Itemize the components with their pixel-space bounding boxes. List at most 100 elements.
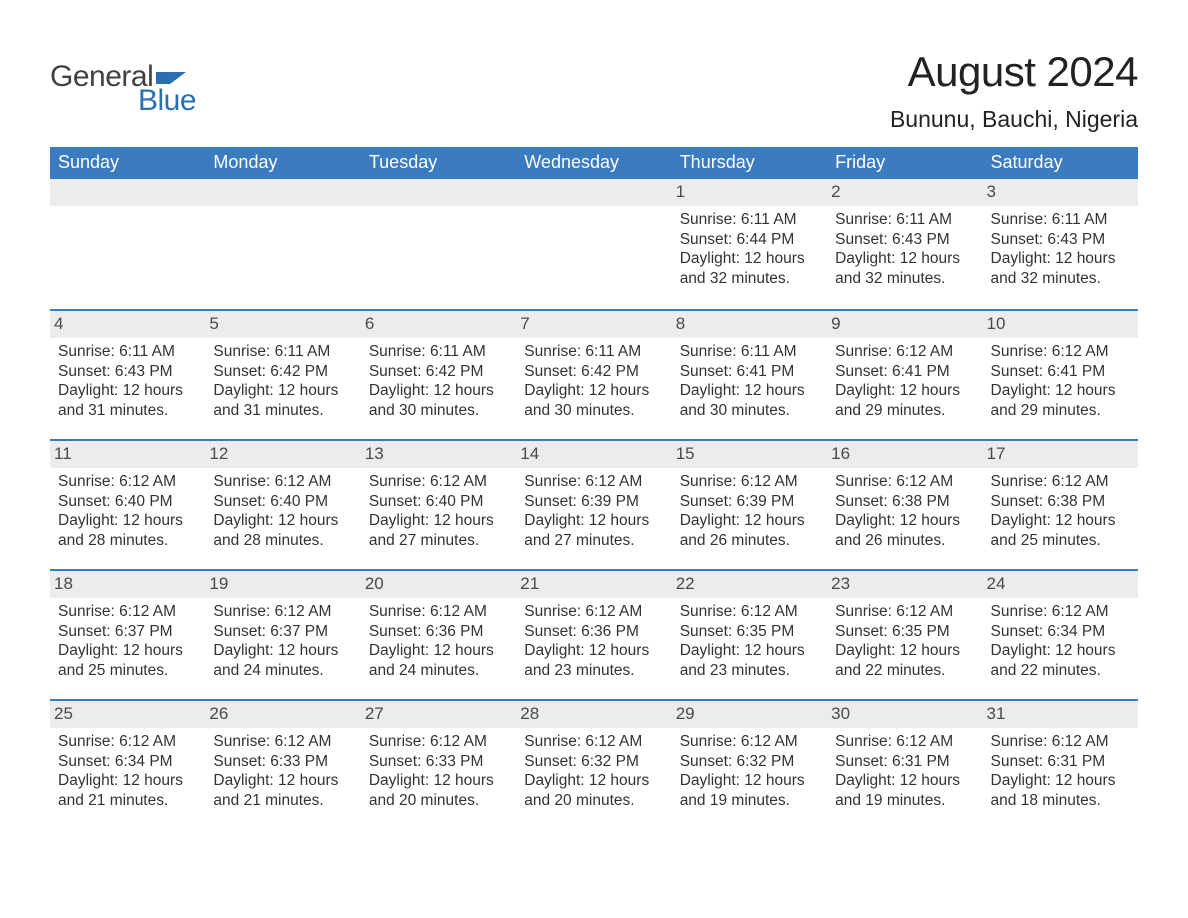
sunrise-text: Sunrise: 6:12 AM [991,472,1132,492]
day-cell: 18Sunrise: 6:12 AMSunset: 6:37 PMDayligh… [50,571,205,699]
sunset-text: Sunset: 6:33 PM [369,752,510,772]
day-info: Sunrise: 6:11 AMSunset: 6:42 PMDaylight:… [367,342,510,421]
sunset-text: Sunset: 6:35 PM [680,622,821,642]
weekday-monday: Monday [205,147,360,179]
day-info: Sunrise: 6:12 AMSunset: 6:41 PMDaylight:… [833,342,976,421]
daylight-text: Daylight: 12 hours and 18 minutes. [991,771,1132,811]
day-cell: 2Sunrise: 6:11 AMSunset: 6:43 PMDaylight… [827,179,982,309]
daylight-text: Daylight: 12 hours and 24 minutes. [213,641,354,681]
day-cell: 17 Sunrise: 6:12 AMSunset: 6:38 PMDayligh… [983,441,1138,569]
sunset-text: Sunset: 6:42 PM [213,362,354,382]
day-cell: 31 Sunrise: 6:12 AMSunset: 6:31 PMDayligh… [983,701,1138,829]
day-info: Sunrise: 6:12 AMSunset: 6:32 PMDaylight:… [522,732,665,811]
day-info: Sunrise: 6:12 AMSunset: 6:34 PMDaylight:… [56,732,199,811]
daylight-text: Daylight: 12 hours and 23 minutes. [524,641,665,681]
day-number: 17 [983,441,1138,468]
header: General Blue August 2024 Bununu, Bauchi,… [50,48,1138,133]
sunset-text: Sunset: 6:38 PM [835,492,976,512]
day-cell: 4Sunrise: 6:11 AMSunset: 6:43 PMDaylight… [50,311,205,439]
weekday-friday: Friday [827,147,982,179]
sunrise-text: Sunrise: 6:11 AM [680,210,821,230]
daylight-text: Daylight: 12 hours and 20 minutes. [524,771,665,811]
week-row: 1Sunrise: 6:11 AMSunset: 6:44 PMDaylight… [50,179,1138,309]
day-number: 11 [50,441,205,468]
day-cell: 23Sunrise: 6:12 AMSunset: 6:35 PMDayligh… [827,571,982,699]
title-block: August 2024 Bununu, Bauchi, Nigeria [890,48,1138,133]
daylight-text: Daylight: 12 hours and 27 minutes. [369,511,510,551]
day-number: 10 [983,311,1138,338]
day-cell: 10Sunrise: 6:12 AMSunset: 6:41 PMDayligh… [983,311,1138,439]
day-number: 14 [516,441,671,468]
sunset-text: Sunset: 6:40 PM [369,492,510,512]
day-cell: 22Sunrise: 6:12 AMSunset: 6:35 PMDayligh… [672,571,827,699]
sunset-text: Sunset: 6:41 PM [991,362,1132,382]
sunrise-text: Sunrise: 6:11 AM [524,342,665,362]
sunset-text: Sunset: 6:37 PM [58,622,199,642]
day-cell: 30Sunrise: 6:12 AMSunset: 6:31 PMDayligh… [827,701,982,829]
sunrise-text: Sunrise: 6:12 AM [213,602,354,622]
sunrise-text: Sunrise: 6:12 AM [680,472,821,492]
day-info: Sunrise: 6:11 AMSunset: 6:44 PMDaylight:… [678,210,821,289]
sunset-text: Sunset: 6:39 PM [680,492,821,512]
day-info: Sunrise: 6:12 AMSunset: 6:39 PMDaylight:… [678,472,821,551]
weekday-thursday: Thursday [672,147,827,179]
sunrise-text: Sunrise: 6:12 AM [835,602,976,622]
day-number: 29 [672,701,827,728]
day-number [50,179,205,206]
day-cell: 25 Sunrise: 6:12 AMSunset: 6:34 PMDayligh… [50,701,205,829]
daylight-text: Daylight: 12 hours and 21 minutes. [213,771,354,811]
day-number: 31 [983,701,1138,728]
day-info: Sunrise: 6:12 AMSunset: 6:34 PMDaylight:… [989,602,1132,681]
day-number: 25 [50,701,205,728]
daylight-text: Daylight: 12 hours and 32 minutes. [835,249,976,289]
weekday-wednesday: Wednesday [516,147,671,179]
daylight-text: Daylight: 12 hours and 24 minutes. [369,641,510,681]
day-number: 30 [827,701,982,728]
sunrise-text: Sunrise: 6:12 AM [524,732,665,752]
day-cell: 9Sunrise: 6:12 AMSunset: 6:41 PMDaylight… [827,311,982,439]
calendar: SundayMondayTuesdayWednesdayThursdayFrid… [50,147,1138,829]
sunrise-text: Sunrise: 6:11 AM [835,210,976,230]
day-info: Sunrise: 6:12 AMSunset: 6:37 PMDaylight:… [211,602,354,681]
day-number: 13 [361,441,516,468]
sunset-text: Sunset: 6:41 PM [835,362,976,382]
day-number: 27 [361,701,516,728]
day-number: 3 [983,179,1138,206]
day-number: 21 [516,571,671,598]
day-cell: 24Sunrise: 6:12 AMSunset: 6:34 PMDayligh… [983,571,1138,699]
daylight-text: Daylight: 12 hours and 27 minutes. [524,511,665,551]
sunrise-text: Sunrise: 6:12 AM [991,342,1132,362]
sunrise-text: Sunrise: 6:12 AM [835,732,976,752]
day-info: Sunrise: 6:12 AMSunset: 6:32 PMDaylight:… [678,732,821,811]
brand-logo: General Blue [50,48,196,118]
day-number: 26 [205,701,360,728]
sunrise-text: Sunrise: 6:11 AM [991,210,1132,230]
sunrise-text: Sunrise: 6:12 AM [835,472,976,492]
day-number [516,179,671,206]
sunset-text: Sunset: 6:42 PM [524,362,665,382]
day-info: Sunrise: 6:12 AMSunset: 6:38 PMDaylight:… [989,472,1132,551]
day-info: Sunrise: 6:12 AMSunset: 6:40 PMDaylight:… [367,472,510,551]
sunset-text: Sunset: 6:32 PM [524,752,665,772]
day-cell: 15 Sunrise: 6:12 AMSunset: 6:39 PMDayligh… [672,441,827,569]
day-number: 23 [827,571,982,598]
week-row: 25 Sunrise: 6:12 AMSunset: 6:34 PMDayligh… [50,699,1138,829]
day-cell-empty [361,179,516,309]
sunset-text: Sunset: 6:38 PM [991,492,1132,512]
day-info: Sunrise: 6:12 AMSunset: 6:36 PMDaylight:… [367,602,510,681]
sunset-text: Sunset: 6:40 PM [213,492,354,512]
daylight-text: Daylight: 12 hours and 25 minutes. [991,511,1132,551]
daylight-text: Daylight: 12 hours and 31 minutes. [58,381,199,421]
week-row: 4Sunrise: 6:11 AMSunset: 6:43 PMDaylight… [50,309,1138,439]
day-number: 15 [672,441,827,468]
day-cell: 6Sunrise: 6:11 AMSunset: 6:42 PMDaylight… [361,311,516,439]
sunset-text: Sunset: 6:33 PM [213,752,354,772]
sunset-text: Sunset: 6:43 PM [835,230,976,250]
sunset-text: Sunset: 6:35 PM [835,622,976,642]
sunset-text: Sunset: 6:43 PM [991,230,1132,250]
day-info: Sunrise: 6:12 AMSunset: 6:31 PMDaylight:… [989,732,1132,811]
sunrise-text: Sunrise: 6:12 AM [213,732,354,752]
sunrise-text: Sunrise: 6:12 AM [680,732,821,752]
day-number [205,179,360,206]
sunset-text: Sunset: 6:43 PM [58,362,199,382]
